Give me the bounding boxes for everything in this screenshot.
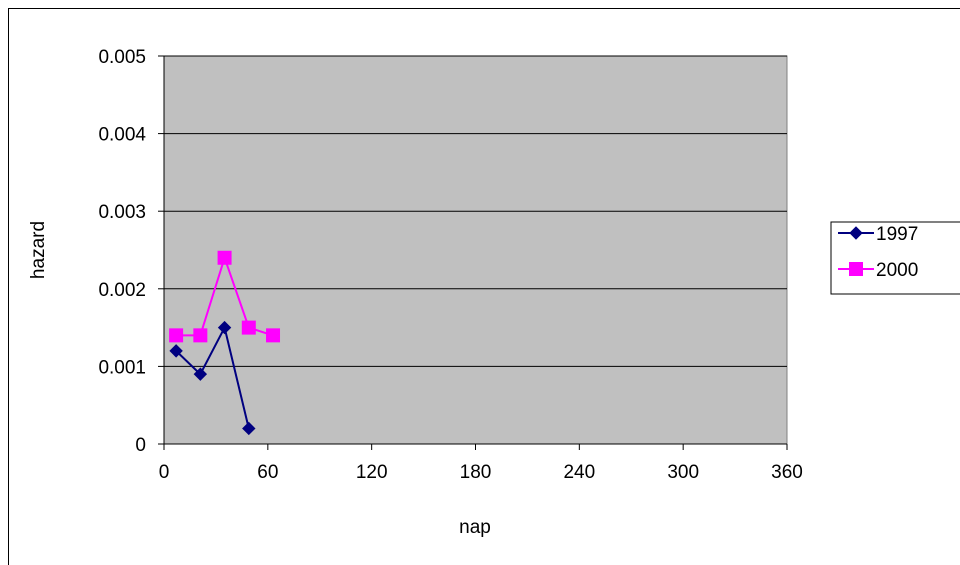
legend-item-1997: 1997 [838, 224, 918, 245]
x-tick-label: 60 [257, 462, 278, 483]
data-point-1997 [193, 367, 208, 381]
data-point-2000 [193, 328, 208, 343]
x-tick-label: 360 [771, 462, 803, 483]
data-point-1997 [169, 344, 183, 358]
x-tick-labels: 0 60 120 180 240 300 360 [159, 462, 803, 483]
y-tick-label: 0.004 [98, 125, 146, 146]
data-point-1997 [242, 421, 256, 436]
series-line-1997 [175, 324, 250, 429]
y-tick-label: 0.003 [98, 202, 146, 223]
x-tick-label: 0 [159, 462, 170, 483]
axes [158, 55, 788, 450]
y-tick-label: 0.005 [98, 47, 146, 68]
data-point-2000 [241, 320, 256, 335]
y-tick-labels: 0 0.001 0.002 0.003 0.004 0.005 [98, 47, 146, 456]
y-tick-label: 0.001 [98, 357, 146, 378]
data-point-2000 [266, 328, 281, 343]
legend-label-2000: 2000 [876, 260, 918, 281]
x-tick-label: 120 [356, 462, 388, 483]
legend-marker-1997 [849, 226, 863, 240]
series-lines [169, 250, 281, 436]
chart-frame [8, 8, 960, 565]
data-point-1997 [217, 320, 232, 335]
series-2000 [169, 250, 281, 343]
series-1997 [169, 320, 256, 436]
legend: 1997 2000 [830, 221, 960, 295]
plot-area [163, 55, 788, 445]
y-axis-title: hazard [28, 221, 49, 279]
y-tick-label: 0.002 [98, 280, 146, 301]
gridlines [164, 55, 787, 367]
data-point-2000 [169, 328, 184, 343]
x-axis-title: nap [459, 517, 491, 538]
x-tick-label: 180 [460, 462, 492, 483]
y-tick-label: 0 [135, 435, 146, 456]
legend-item-2000: 2000 [838, 260, 918, 281]
x-tick-label: 240 [563, 462, 595, 483]
legend-marker-2000 [849, 262, 863, 276]
data-point-2000 [217, 250, 232, 265]
x-tick-label: 300 [667, 462, 699, 483]
legend-label-1997: 1997 [876, 224, 918, 245]
